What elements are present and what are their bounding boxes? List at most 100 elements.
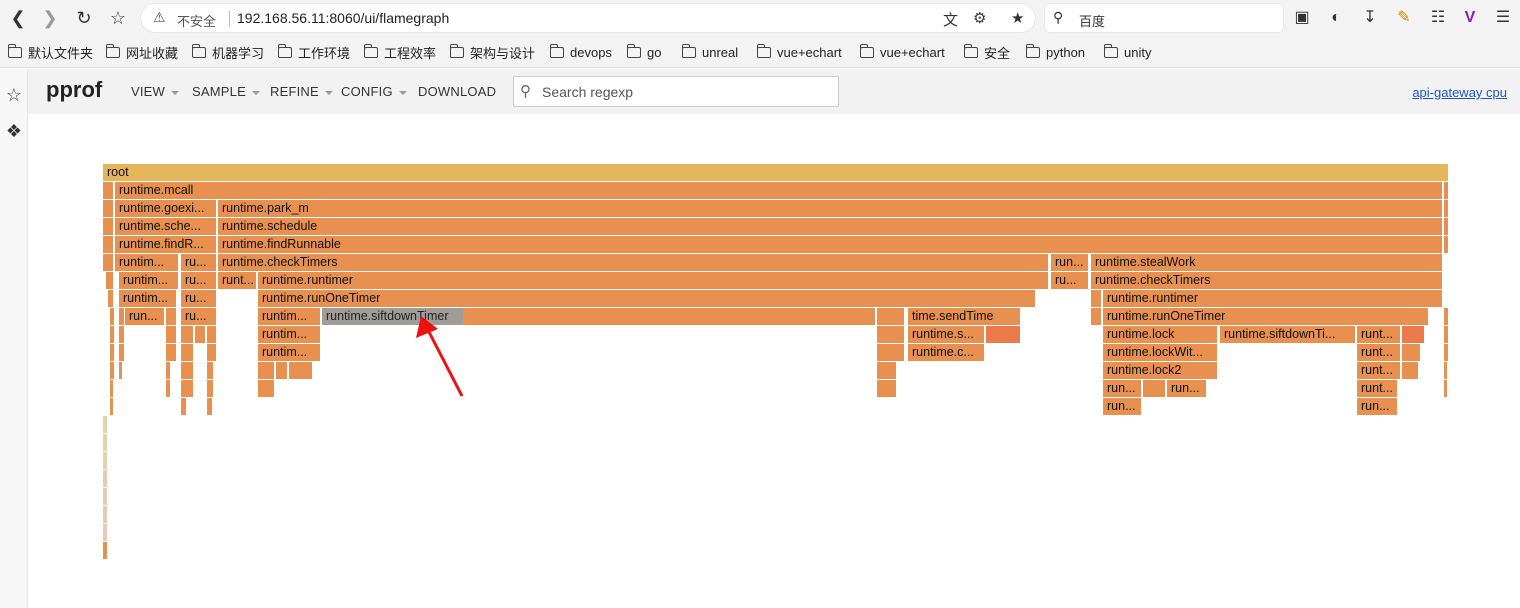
- flame-frame[interactable]: [181, 380, 193, 397]
- reload-icon[interactable]: ↻: [76, 8, 92, 28]
- flame-frame[interactable]: runtime.findR...: [115, 236, 216, 253]
- regexp-search-input[interactable]: [542, 82, 832, 102]
- camera-icon[interactable]: ▣: [1294, 9, 1310, 26]
- bookmark-folder[interactable]: 机器学习: [192, 43, 264, 61]
- menu-icon[interactable]: ☰: [1495, 9, 1511, 26]
- flame-frame[interactable]: [119, 362, 122, 379]
- flame-frame[interactable]: [103, 488, 107, 505]
- flame-frame[interactable]: [119, 308, 124, 325]
- flame-frame-highlighted[interactable]: runtime.siftdownTimer: [322, 308, 463, 325]
- flame-frame[interactable]: runtime.runtimer: [1103, 290, 1442, 307]
- flame-frame[interactable]: runtime.mcall: [115, 182, 1442, 199]
- pprof-logo[interactable]: pprof: [46, 77, 103, 102]
- bookmark-star-icon[interactable]: ★: [1011, 10, 1025, 27]
- flame-frame[interactable]: runtime.findRunnable: [218, 236, 1442, 253]
- address-bar[interactable]: ⚠ 不安全 192.168.56.11:8060/ui/flamegraph 文…: [140, 3, 1036, 33]
- download-icon[interactable]: ↧: [1363, 9, 1377, 26]
- bookmark-folder[interactable]: 架构与设计: [450, 43, 535, 61]
- flame-frame[interactable]: [1444, 362, 1447, 379]
- flame-frame[interactable]: runtim...: [119, 290, 176, 307]
- flame-frame[interactable]: [1091, 290, 1101, 307]
- url-text[interactable]: 192.168.56.11:8060/ui/flamegraph: [237, 10, 450, 26]
- flame-frame[interactable]: [207, 344, 216, 361]
- flame-frame[interactable]: [258, 380, 274, 397]
- flame-frame[interactable]: ru...: [181, 272, 216, 289]
- flame-frame[interactable]: [877, 326, 904, 343]
- flame-frame[interactable]: [289, 362, 312, 379]
- flame-frame[interactable]: runtime.stealWork: [1091, 254, 1442, 271]
- bookmark-folder[interactable]: 安全: [964, 43, 1010, 61]
- flame-frame[interactable]: runtime.park_m: [218, 200, 1442, 217]
- flame-frame[interactable]: [207, 362, 213, 379]
- flame-frame[interactable]: runtime.lock: [1103, 326, 1217, 343]
- flame-frame[interactable]: [1444, 218, 1448, 235]
- menu-refine[interactable]: REFINE: [270, 84, 333, 99]
- flame-frame[interactable]: [103, 254, 113, 271]
- flame-frame[interactable]: [103, 200, 113, 217]
- flame-frame[interactable]: [207, 380, 213, 397]
- flame-frame[interactable]: runtim...: [119, 272, 178, 289]
- flame-frame[interactable]: [103, 434, 107, 451]
- flame-frame[interactable]: runt...: [1357, 380, 1397, 397]
- flame-frame[interactable]: [1444, 308, 1448, 325]
- flame-frame[interactable]: [181, 362, 193, 379]
- flame-frame[interactable]: [1444, 182, 1448, 199]
- flame-frame[interactable]: [103, 182, 113, 199]
- flame-frame[interactable]: [106, 272, 113, 289]
- flame-frame[interactable]: [103, 542, 107, 559]
- flame-frame[interactable]: runtim...: [115, 254, 178, 271]
- v-extension-icon[interactable]: V: [1464, 9, 1476, 26]
- flame-frame[interactable]: runtime.c...: [908, 344, 984, 361]
- flame-frame[interactable]: run...: [1357, 398, 1397, 415]
- flame-frame[interactable]: runt...: [1357, 344, 1400, 361]
- menu-view[interactable]: VIEW: [131, 84, 180, 99]
- flame-frame[interactable]: [103, 218, 113, 235]
- theme-icon[interactable]: ◐: [1331, 9, 1341, 26]
- flame-frame[interactable]: [103, 506, 107, 523]
- flame-frame[interactable]: [1402, 362, 1418, 379]
- flame-frame[interactable]: runtim...: [258, 308, 320, 325]
- bookmark-folder[interactable]: unreal: [682, 43, 738, 61]
- flame-frame[interactable]: [1444, 200, 1448, 217]
- flame-frame[interactable]: runtime.siftdownTi...: [1220, 326, 1355, 343]
- flame-frame[interactable]: [195, 326, 205, 343]
- menu-sample[interactable]: SAMPLE: [192, 84, 260, 99]
- flame-frame[interactable]: [1402, 326, 1424, 343]
- flame-frame[interactable]: [103, 416, 107, 433]
- bookmark-folder[interactable]: vue+echart: [757, 43, 842, 61]
- flame-frame[interactable]: run...: [1167, 380, 1206, 397]
- profile-title-link[interactable]: api-gateway cpu: [1412, 85, 1507, 100]
- flame-frame[interactable]: run...: [1103, 398, 1141, 415]
- flame-frame[interactable]: runtime.checkTimers: [1091, 272, 1442, 289]
- flame-frame[interactable]: runtime.sche...: [115, 218, 216, 235]
- flame-frame[interactable]: [1444, 380, 1447, 397]
- bookmark-folder[interactable]: unity: [1104, 43, 1151, 61]
- bookmark-folder[interactable]: devops: [550, 43, 612, 61]
- flame-frame[interactable]: runtime.checkTimers: [218, 254, 1048, 271]
- flame-frame[interactable]: [1444, 236, 1448, 253]
- bookmark-folder[interactable]: 工作环境: [278, 43, 350, 61]
- menu-config[interactable]: CONFIG: [341, 84, 407, 99]
- flame-frame[interactable]: [181, 326, 193, 343]
- flame-frame[interactable]: [1444, 344, 1448, 361]
- flame-frame[interactable]: ru...: [181, 254, 216, 271]
- flame-frame[interactable]: [276, 362, 287, 379]
- flame-frame[interactable]: run...: [1051, 254, 1088, 271]
- flame-frame[interactable]: runtime.runOneTimer: [1103, 308, 1428, 325]
- flame-frame[interactable]: runtime.runtimer: [258, 272, 1048, 289]
- flame-frame[interactable]: [110, 344, 114, 361]
- flame-frame[interactable]: runtim...: [258, 326, 320, 343]
- flame-frame[interactable]: [181, 344, 193, 361]
- flame-frame[interactable]: ru...: [181, 290, 216, 307]
- flame-frame[interactable]: [103, 524, 107, 541]
- flame-frame[interactable]: [110, 380, 113, 397]
- flame-frame[interactable]: [877, 380, 896, 397]
- flame-frame[interactable]: runtim...: [258, 344, 320, 361]
- flame-frame[interactable]: runt...: [1357, 326, 1400, 343]
- flame-frame[interactable]: runtime.runOneTimer: [258, 290, 1035, 307]
- bookmark-folder[interactable]: 工程效率: [364, 43, 436, 61]
- notes-icon[interactable]: ✎: [1397, 9, 1411, 26]
- back-icon[interactable]: ❮: [10, 8, 26, 28]
- favorites-icon[interactable]: ☆: [5, 85, 23, 105]
- flame-frame[interactable]: [207, 398, 212, 415]
